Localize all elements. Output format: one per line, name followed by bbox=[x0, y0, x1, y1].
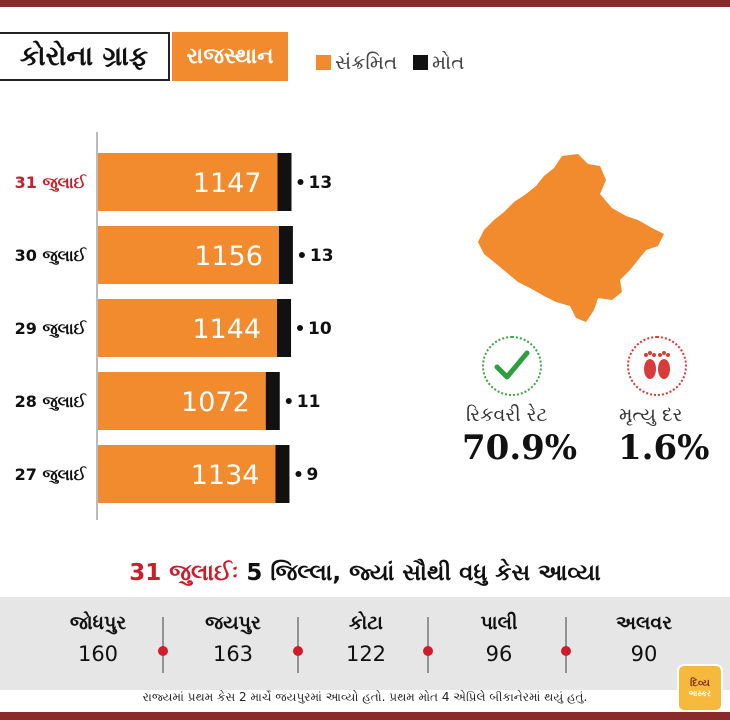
death-bullet bbox=[298, 252, 305, 258]
death-bar bbox=[277, 153, 292, 211]
death-bar bbox=[275, 445, 290, 503]
district-separator bbox=[158, 617, 168, 673]
date-label: 31 જુલાઈ bbox=[15, 173, 88, 193]
districts-title-date: 31 જુલાઈઃ bbox=[129, 560, 239, 586]
top-accent-bar bbox=[0, 0, 730, 7]
district-separator bbox=[561, 617, 571, 673]
infected-value-label: 1144 bbox=[192, 314, 261, 345]
district-item: જોધપુર 160 bbox=[33, 612, 163, 666]
legend-infected-label: સંક્રમિત bbox=[335, 50, 398, 74]
legend-deaths-swatch bbox=[413, 54, 428, 70]
district-value: 160 bbox=[77, 642, 119, 666]
logo-line1: દિવ્ય bbox=[690, 677, 710, 689]
districts-band bbox=[0, 597, 730, 690]
district-separator bbox=[293, 617, 303, 673]
death-value-label: 11 bbox=[297, 392, 321, 412]
page-title: કોરોના ગ્રાફ bbox=[0, 32, 170, 81]
death-rate-value: 1.6% bbox=[618, 428, 710, 468]
legend-infected: સંક્રમિત bbox=[316, 50, 397, 74]
infected-bar bbox=[98, 153, 278, 211]
district-name: કોટા bbox=[349, 612, 383, 634]
brand-logo: દિવ્ય ભાસ્કર bbox=[677, 664, 723, 712]
recovery-rate-label: રિકવરી રેટ bbox=[466, 404, 548, 426]
infected-bar bbox=[98, 226, 279, 284]
bottom-accent-bar bbox=[0, 712, 730, 720]
infected-bar bbox=[98, 445, 276, 503]
death-bullet bbox=[285, 398, 292, 404]
death-bar bbox=[265, 372, 280, 430]
infected-bar bbox=[98, 372, 266, 430]
logo-line2: ભાસ્કર bbox=[688, 688, 712, 698]
death-value-label: 10 bbox=[308, 319, 332, 339]
district-value: 122 bbox=[345, 642, 387, 666]
date-label: 29 જુલાઈ bbox=[15, 319, 88, 339]
district-separator bbox=[423, 617, 433, 673]
district-name: અલવર bbox=[615, 612, 673, 634]
legend-deaths-label: મોત bbox=[432, 50, 465, 74]
legend-deaths: મોત bbox=[413, 50, 464, 74]
death-bullet bbox=[295, 471, 302, 477]
legend-infected-swatch bbox=[316, 54, 331, 70]
district-item: જયપુર 163 bbox=[168, 612, 298, 666]
date-label: 28 જુલાઈ bbox=[15, 392, 88, 412]
date-label: 30 જુલાઈ bbox=[15, 246, 88, 266]
infected-value-label: 1156 bbox=[194, 241, 263, 272]
death-bullet bbox=[297, 179, 304, 185]
check-icon bbox=[482, 336, 542, 396]
rajasthan-map-icon bbox=[478, 154, 664, 322]
district-item: કોટા 122 bbox=[301, 612, 431, 666]
death-rate-label: મૃત્યુ દર bbox=[619, 404, 683, 426]
district-name: પાલી bbox=[480, 612, 518, 634]
state-badge: રાજસ્થાન bbox=[172, 32, 288, 81]
death-bullet bbox=[297, 325, 304, 331]
chart-axis-line bbox=[96, 132, 98, 520]
infected-value-label: 1072 bbox=[181, 387, 250, 418]
districts-title-text: 5 જિલ્લા, જ્યાં સૌથી વધુ કેસ આવ્યા bbox=[246, 560, 601, 586]
recovery-rate-value: 70.9% bbox=[462, 428, 578, 468]
districts-title: 31 જુલાઈઃ 5 જિલ્લા, જ્યાં સૌથી વધુ કેસ આ… bbox=[0, 560, 730, 586]
district-item: પાલી 96 bbox=[434, 612, 564, 666]
death-bar bbox=[277, 299, 292, 357]
bar-chart: 31 જુલાઈ 1147 13 30 જુલાઈ 1156 13 29 જુલાઈ 1144… bbox=[15, 153, 334, 503]
death-value-label: 9 bbox=[306, 465, 318, 485]
death-value-label: 13 bbox=[309, 173, 333, 193]
infected-bar bbox=[98, 299, 278, 357]
district-item: અલવર 90 bbox=[579, 612, 709, 666]
infected-value-label: 1147 bbox=[193, 168, 262, 199]
district-name: જોધપુર bbox=[69, 612, 127, 634]
infected-value-label: 1134 bbox=[191, 460, 260, 491]
district-value: 96 bbox=[485, 642, 513, 666]
footprints-icon bbox=[627, 336, 687, 396]
footnote: રાજ્યમાં પ્રથમ કેસ 2 માર્ચે જયપુરમાં આવ્… bbox=[142, 690, 588, 704]
death-bar bbox=[278, 226, 293, 284]
district-name: જયપુર bbox=[205, 612, 261, 634]
death-value-label: 13 bbox=[310, 246, 334, 266]
district-value: 163 bbox=[212, 642, 254, 666]
date-label: 27 જુલાઈ bbox=[15, 465, 88, 485]
district-value: 90 bbox=[630, 642, 658, 666]
